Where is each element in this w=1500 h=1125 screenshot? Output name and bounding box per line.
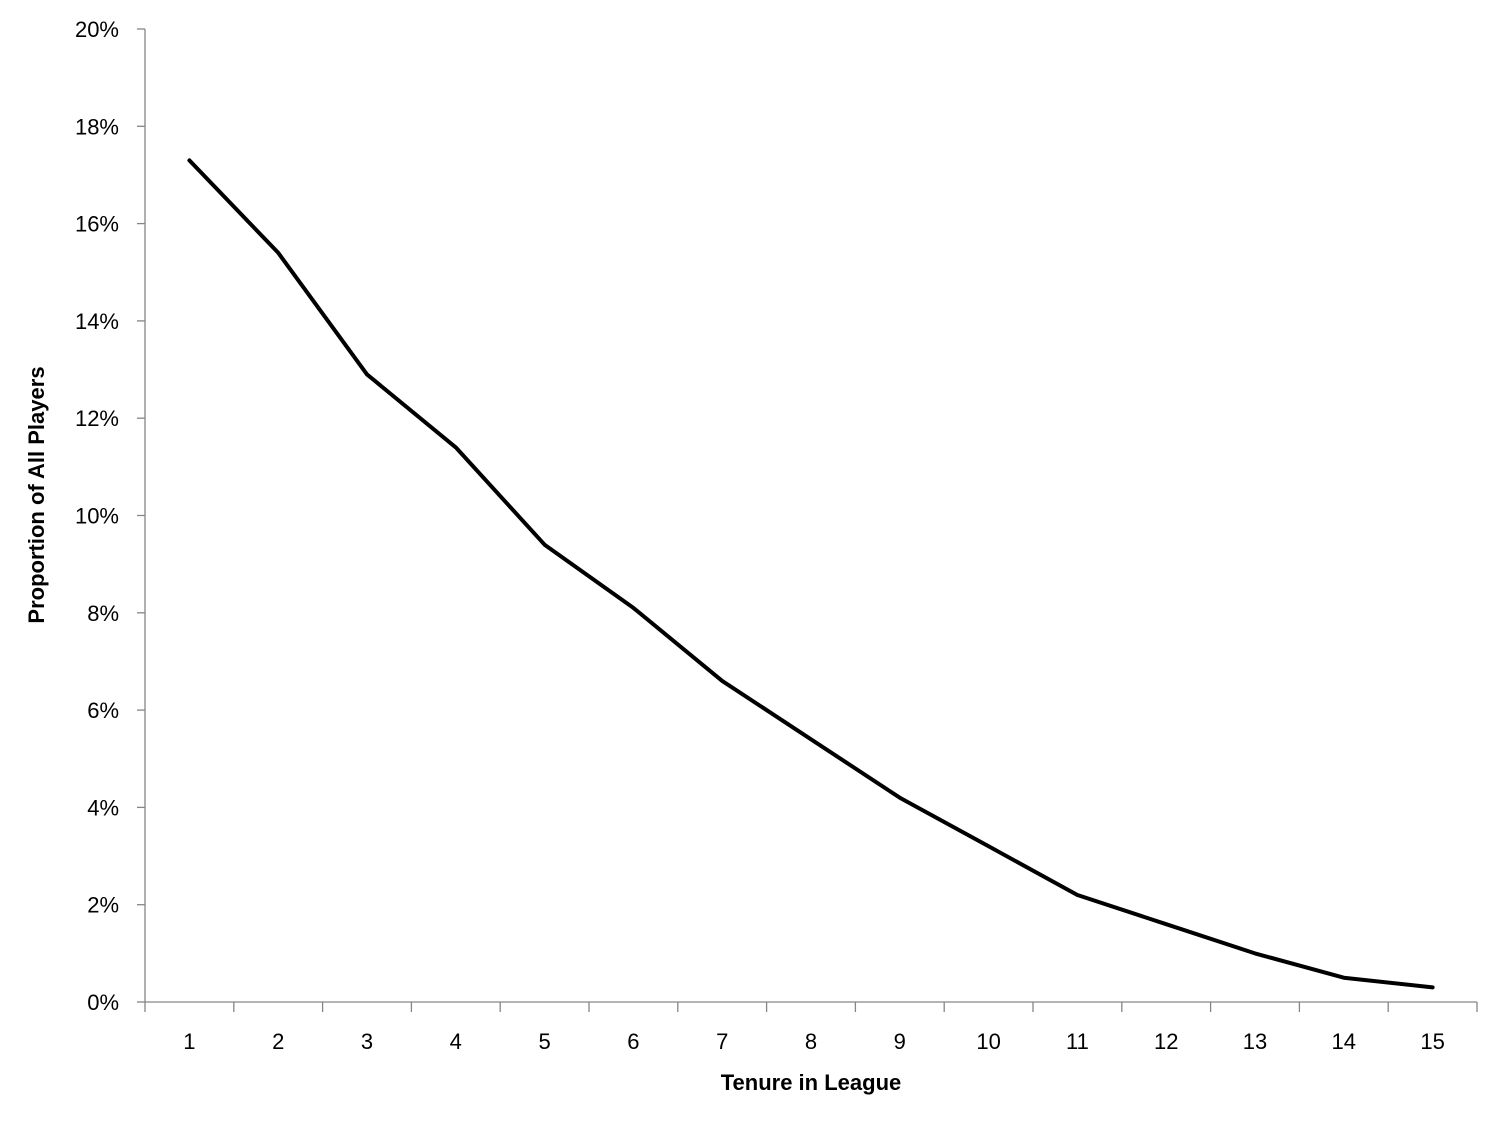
y-tick-label: 12% [75,406,119,431]
series-layer [187,158,1435,990]
x-tick-label: 15 [1420,1029,1444,1054]
y-tick-label: 14% [75,309,119,334]
x-tick-label: 5 [538,1029,550,1054]
y-tick-label: 4% [87,795,119,820]
series-line [187,158,1435,990]
y-axis: 0% 2% 4% 6% 8% 10% 12% 14% 16% 18% 20% [75,17,146,1015]
y-tick-label: 2% [87,893,119,918]
x-tick-label: 13 [1243,1029,1267,1054]
y-tick-label: 8% [87,601,119,626]
x-axis: 1 2 3 4 5 6 7 8 9 10 11 12 13 14 15 [144,1001,1478,1054]
x-axis-title: Tenure in League [721,1070,902,1095]
x-tick-label: 12 [1154,1029,1178,1054]
y-tick-label: 20% [75,17,119,42]
y-tick-label: 10% [75,504,119,529]
x-tick-label: 2 [272,1029,284,1054]
y-tick-label: 0% [87,990,119,1015]
x-tick-label: 9 [894,1029,906,1054]
x-tick-label: 10 [976,1029,1000,1054]
y-tick-label: 16% [75,212,119,237]
x-tick-label: 6 [627,1029,639,1054]
y-tick-label: 6% [87,698,119,723]
x-tick-label: 1 [183,1029,195,1054]
x-tick-label: 7 [716,1029,728,1054]
x-tick-label: 14 [1332,1029,1356,1054]
x-tick-label: 3 [361,1029,373,1054]
y-tick-label: 18% [75,114,119,139]
x-tick-label: 4 [450,1029,462,1054]
x-tick-label: 8 [805,1029,817,1054]
y-axis-title: Proportion of All Players [24,366,49,623]
x-tick-label: 11 [1066,1029,1089,1054]
